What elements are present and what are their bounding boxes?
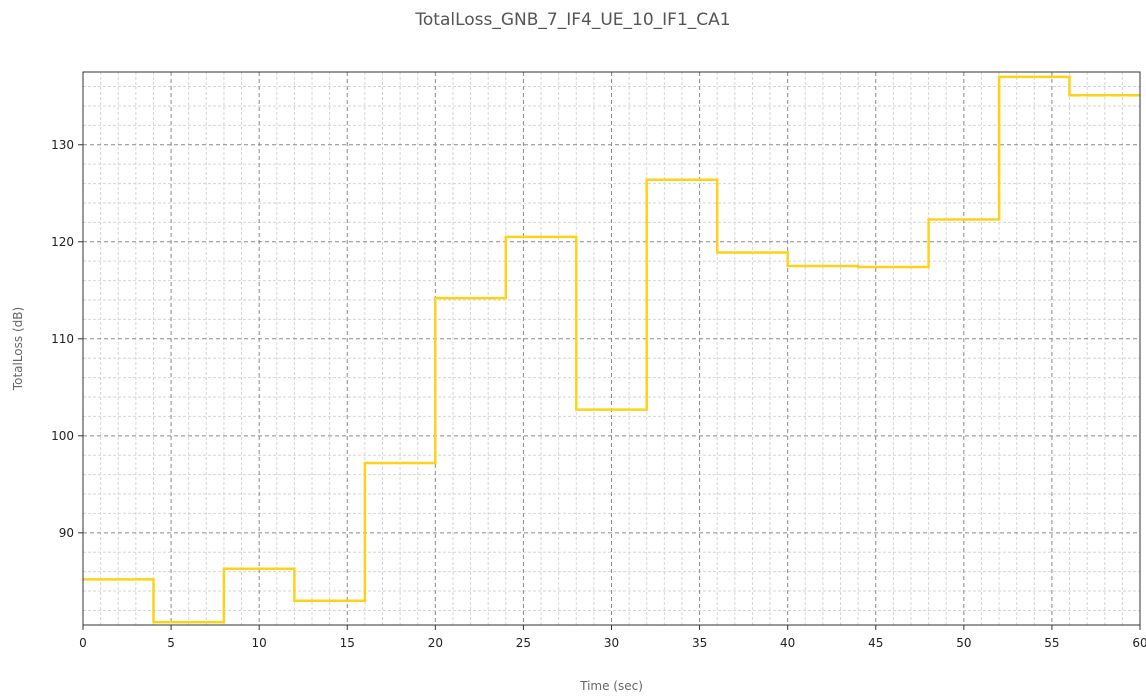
x-tick-label: 0 [79, 636, 87, 650]
series-line [83, 75, 1140, 624]
x-tick-label: 10 [252, 636, 267, 650]
x-axis-title: Time (sec) [579, 679, 643, 693]
y-axis-title: TotalLoss (dB) [11, 307, 25, 391]
y-tick-label: 130 [51, 138, 74, 152]
x-axis-ticks: 0 5 10 15 20 25 30 35 40 45 50 55 60 [79, 625, 1146, 650]
y-tick-label: 100 [51, 429, 74, 443]
x-tick-label: 60 [1132, 636, 1146, 650]
y-tick-label: 90 [59, 526, 74, 540]
x-tick-label: 15 [340, 636, 355, 650]
x-tick-label: 35 [692, 636, 707, 650]
x-tick-label: 40 [780, 636, 795, 650]
x-tick-label: 55 [1044, 636, 1059, 650]
y-tick-label: 110 [51, 332, 74, 346]
y-tick-label: 120 [51, 235, 74, 249]
y-axis-ticks: 90 100 110 120 130 [51, 138, 83, 540]
x-tick-label: 25 [516, 636, 531, 650]
x-tick-label: 5 [167, 636, 175, 650]
x-tick-label: 45 [868, 636, 883, 650]
x-tick-label: 20 [428, 636, 443, 650]
x-tick-label: 50 [956, 636, 971, 650]
series-layer [83, 75, 1140, 624]
x-tick-label: 30 [604, 636, 619, 650]
chart-title: TotalLoss_GNB_7_IF4_UE_10_IF1_CA1 [415, 10, 731, 30]
